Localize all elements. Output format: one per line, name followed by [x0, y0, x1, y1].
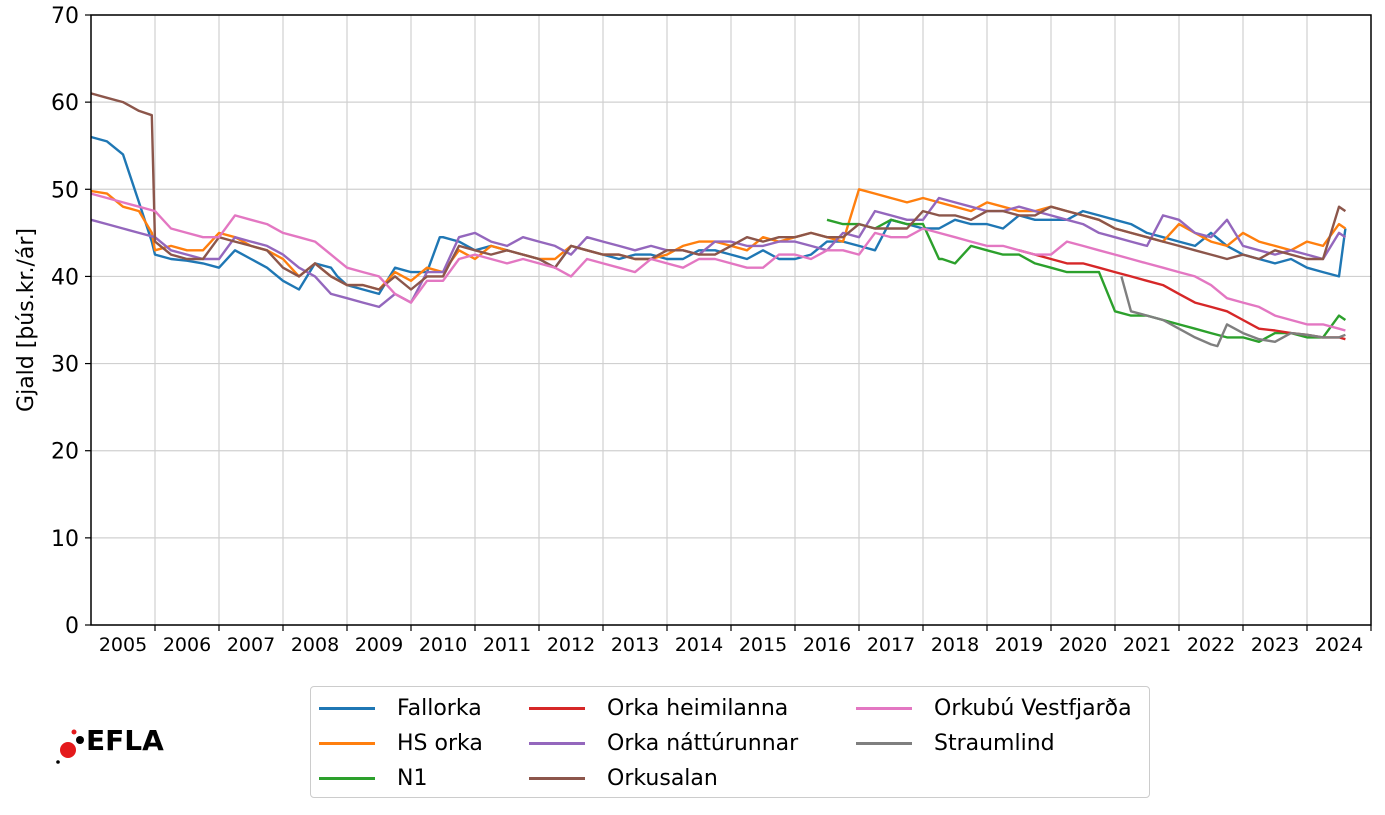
x-tick-label: 2009 [355, 634, 403, 656]
legend-label: Orkubú Vestfjarða [934, 695, 1132, 721]
x-tick-label: 2019 [995, 634, 1043, 656]
x-tick-label: 2022 [1187, 634, 1235, 656]
x-axis-ticks: 2005 2006 2007 2008 2009 2010 2011 2012 2013 2014… [99, 625, 1372, 656]
series-line [90, 92, 1347, 291]
x-tick-label: 2012 [547, 634, 595, 656]
efla-logo: EFLA [52, 718, 192, 768]
series-line [90, 196, 1347, 309]
legend-swatch [319, 741, 375, 745]
grid-lines [91, 14, 1371, 626]
x-tick-label: 2015 [739, 634, 787, 656]
series-lines [90, 92, 1347, 348]
legend-item: N1 [319, 761, 427, 795]
x-tick-label: 2014 [675, 634, 723, 656]
x-tick-label: 2021 [1123, 634, 1171, 656]
x-tick-label: 2006 [163, 634, 211, 656]
efla-logo-text: EFLA [86, 724, 164, 757]
legend-swatch [856, 741, 912, 745]
x-tick-label: 2013 [611, 634, 659, 656]
legend-label: Orkusalan [607, 765, 718, 791]
legend-label: N1 [397, 765, 428, 791]
x-tick-label: 2017 [867, 634, 915, 656]
x-tick-label: 2016 [803, 634, 851, 656]
legend-item: Orka náttúrunnar [529, 726, 798, 760]
x-tick-label: 2007 [227, 634, 275, 656]
legend-swatch [529, 776, 585, 780]
series-line [1120, 276, 1346, 348]
series-line [90, 192, 1346, 332]
chart-legend: Fallorka HS orka N1 Orka heimilanna Orka… [310, 686, 1150, 798]
y-tick-label: 40 [51, 265, 79, 290]
y-tick-label: 20 [51, 440, 79, 465]
legend-label: HS orka [397, 730, 483, 756]
legend-swatch [319, 776, 375, 780]
legend-item: Straumlind [856, 726, 1055, 760]
legend-swatch [529, 706, 585, 710]
x-tick-label: 2023 [1251, 634, 1299, 656]
y-axis-ticks: 0 10 20 30 40 50 60 70 [51, 4, 91, 639]
x-tick-label: 2018 [931, 634, 979, 656]
legend-label: Fallorka [397, 695, 482, 721]
y-axis-label: Gjald [þús.kr./ár] [14, 228, 39, 412]
y-tick-label: 0 [65, 614, 79, 639]
x-tick-label: 2005 [99, 634, 147, 656]
legend-label: Orka náttúrunnar [607, 730, 799, 756]
legend-item: HS orka [319, 726, 483, 760]
legend-swatch [529, 741, 585, 745]
legend-swatch [319, 706, 375, 710]
legend-label: Orka heimilanna [607, 695, 789, 721]
x-tick-label: 2020 [1059, 634, 1107, 656]
x-tick-label: 2011 [483, 634, 531, 656]
legend-item: Orkubú Vestfjarða [856, 691, 1132, 725]
x-tick-label: 2024 [1315, 634, 1363, 656]
y-tick-label: 10 [51, 527, 79, 552]
legend-item: Fallorka [319, 691, 482, 725]
series-line [90, 135, 1347, 296]
legend-swatch [856, 706, 912, 710]
y-tick-label: 60 [51, 91, 79, 116]
y-tick-label: 50 [51, 178, 79, 203]
legend-item: Orka heimilanna [529, 691, 788, 725]
legend-item: Orkusalan [529, 761, 718, 795]
y-tick-label: 30 [51, 353, 79, 378]
y-tick-label: 70 [51, 4, 79, 29]
x-tick-label: 2010 [419, 634, 467, 656]
x-tick-label: 2008 [291, 634, 339, 656]
legend-label: Straumlind [934, 730, 1055, 756]
